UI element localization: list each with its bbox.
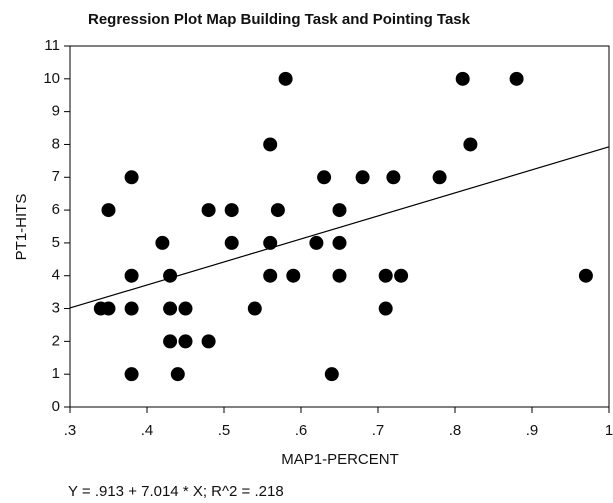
x-tick-label: .4 xyxy=(141,422,154,439)
point xyxy=(263,137,278,152)
x-tick-label: .8 xyxy=(449,422,462,439)
x-axis-label: MAP1-PERCENT xyxy=(281,451,399,468)
annotation: Y = .913 + 7.014 * X; R^2 = .218 xyxy=(68,483,284,500)
point xyxy=(378,301,393,316)
point xyxy=(170,367,185,382)
point xyxy=(224,203,239,218)
point xyxy=(270,203,285,218)
point xyxy=(455,71,470,86)
chart-title: Regression Plot Map Building Task and Po… xyxy=(88,11,471,28)
point xyxy=(163,268,178,283)
point xyxy=(509,71,524,86)
point xyxy=(224,235,239,250)
point xyxy=(286,268,301,283)
y-tick-label: 0 xyxy=(52,398,60,415)
point xyxy=(463,137,478,152)
y-tick-label: 5 xyxy=(52,234,60,251)
point xyxy=(394,268,409,283)
plot-frame xyxy=(69,45,610,408)
point xyxy=(101,203,116,218)
y-tick-label: 1 xyxy=(52,365,60,382)
point xyxy=(386,170,401,185)
point xyxy=(247,301,262,316)
point xyxy=(378,268,393,283)
point xyxy=(332,235,347,250)
point xyxy=(124,301,139,316)
regression-line xyxy=(69,146,610,309)
point xyxy=(163,301,178,316)
y-tick-label: 3 xyxy=(52,300,60,317)
point xyxy=(432,170,447,185)
x-tick-label: .9 xyxy=(526,422,539,439)
point xyxy=(178,301,193,316)
point xyxy=(155,235,170,250)
point xyxy=(163,334,178,349)
x-tick-label: .6 xyxy=(295,422,308,439)
point xyxy=(332,268,347,283)
point xyxy=(201,203,216,218)
point xyxy=(309,235,324,250)
y-axis-label: PT1-HITS xyxy=(13,194,30,261)
point xyxy=(317,170,332,185)
y-tick-label: 9 xyxy=(52,103,60,120)
point xyxy=(263,235,278,250)
y-tick-label: 7 xyxy=(52,168,60,185)
point xyxy=(124,367,139,382)
y-tick-label: 8 xyxy=(52,135,60,152)
y-tick-label: 11 xyxy=(44,37,60,54)
point xyxy=(278,71,293,86)
y-tick-label: 6 xyxy=(52,201,60,218)
point xyxy=(578,268,593,283)
x-tick-label: .3 xyxy=(64,422,77,439)
y-tick-label: 10 xyxy=(43,70,60,87)
point xyxy=(124,170,139,185)
point xyxy=(178,334,193,349)
y-tick-label: 2 xyxy=(52,332,60,349)
y-tick-label: 4 xyxy=(52,267,60,284)
point xyxy=(124,268,139,283)
point xyxy=(101,301,116,316)
x-tick-label: 1 xyxy=(605,422,613,439)
x-tick-label: .5 xyxy=(218,422,231,439)
point xyxy=(201,334,216,349)
point xyxy=(332,203,347,218)
point xyxy=(324,367,339,382)
point xyxy=(355,170,370,185)
point xyxy=(263,268,278,283)
x-tick-label: .7 xyxy=(372,422,385,439)
